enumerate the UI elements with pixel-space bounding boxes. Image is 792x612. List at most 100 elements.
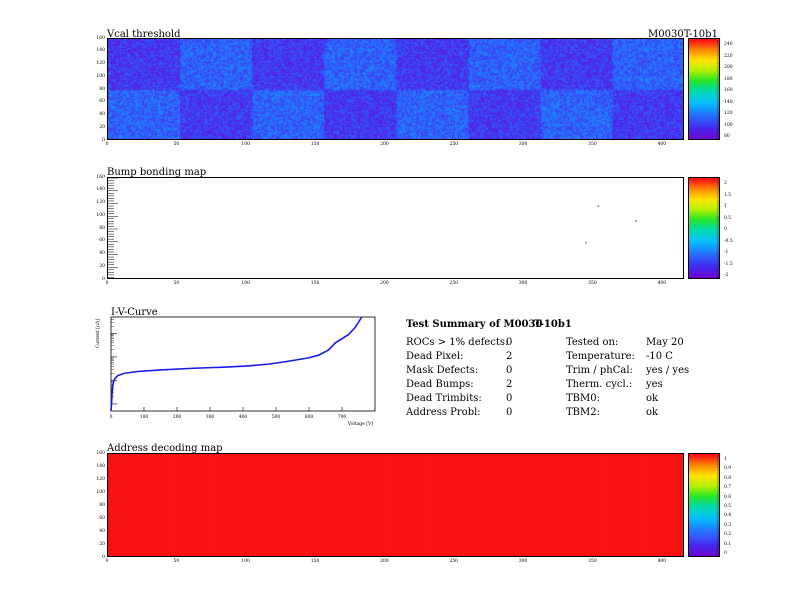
x-tick-label: 350 (588, 142, 597, 147)
x-tick-label: 100 (241, 281, 250, 286)
colorbar-tick-label: 1.5 (724, 192, 732, 198)
iv-series-line (110, 316, 363, 412)
summary-left-value: 2 (506, 351, 513, 362)
x-tick-label: 350 (588, 559, 597, 564)
y-tick-label: 0 (102, 554, 105, 560)
colorbar-tick-label: -0.5 (724, 238, 733, 244)
y-tick-label: 20 (99, 124, 105, 130)
addr-canvas (108, 454, 683, 556)
colorbar-tick-label: 0.7 (724, 485, 732, 491)
vcal-title: Vcal threshold (107, 29, 181, 40)
y-tick-label: 40 (99, 528, 105, 534)
summary-right-label: TBM0: (566, 393, 600, 404)
x-tick-label: 150 (310, 281, 320, 286)
colorbar-tick-label: 1 (724, 457, 727, 462)
x-tick-label: 150 (310, 142, 320, 147)
colorbar-tick-label: 0.9 (724, 466, 732, 472)
summary-right-value: ok (646, 407, 659, 418)
x-tick-label: 300 (518, 281, 528, 286)
x-tick-label: 200 (380, 142, 389, 147)
x-tick-label: 150 (310, 559, 320, 564)
colorbar-tick-label: 180 (724, 76, 733, 82)
y-tick-label: 80 (99, 225, 105, 231)
colorbar-tick-label: 0 (724, 227, 727, 232)
colorbar-tick-label: 220 (724, 53, 733, 59)
x-tick-label: 300 (518, 142, 528, 147)
y-tick-label: 140 (96, 187, 105, 193)
summary-left-value: 2 (506, 379, 513, 390)
x-tick-label: 0 (105, 559, 109, 564)
colorbar-tick-label: 0.3 (724, 522, 732, 528)
y-tick-label: 80 (99, 86, 105, 92)
summary-heading-left: Test Summary of M0030 (406, 319, 543, 330)
summary-right-label: Trim / phCal: (566, 365, 633, 376)
colorbar-tick-label: 120 (724, 111, 733, 116)
summary-left-value: 0 (506, 407, 513, 418)
y-tick-label: 160 (96, 174, 105, 180)
summary-right-label: Therm. cycl.: (566, 379, 633, 390)
y-tick-label: 160 (96, 35, 105, 41)
y-tick-label: 40 (99, 251, 105, 256)
x-tick-label: 300 (518, 559, 528, 564)
x-tick-label: 200 (380, 281, 389, 286)
colorbar-tick-label: 0.5 (724, 504, 732, 509)
colorbar-tick-label: 2 (724, 181, 727, 186)
summary-left-label: Address Probl: (406, 407, 481, 418)
iv-x-tick-label: 600 (305, 414, 314, 420)
iv-x-tick-label: 400 (239, 414, 248, 420)
module-id: M0030T-10b1 (648, 29, 718, 40)
y-tick-label: 120 (96, 200, 105, 205)
colorbar-tick-label: 0.5 (724, 215, 732, 221)
summary-right-value: yes / yes (646, 365, 690, 376)
y-tick-label: 40 (99, 112, 105, 117)
iv-x-tick-label: 200 (173, 414, 182, 420)
y-tick-label: 120 (96, 476, 105, 482)
bump-title: Bump bonding map (107, 167, 207, 178)
colorbar-tick-label: 100 (724, 122, 733, 128)
colorbar-tick-label: -1.5 (724, 261, 733, 267)
bump-plot-area (108, 178, 637, 278)
iv-title: I-V-Curve (111, 307, 158, 318)
colorbar-tick-label: 0.1 (724, 541, 732, 547)
y-tick-label: 60 (99, 238, 105, 244)
y-tick-label: 160 (96, 450, 105, 456)
colorbar-tick-label: -1 (724, 250, 729, 255)
x-tick-label: 200 (380, 559, 389, 564)
x-tick-label: 50 (173, 142, 180, 147)
colorbar-tick-label: 240 (724, 42, 733, 47)
addr-heatmap (107, 453, 684, 557)
iv-x-tick-label: 300 (206, 414, 215, 420)
x-tick-label: 0 (105, 142, 109, 147)
y-tick-label: 100 (96, 489, 105, 495)
iv-x-tick-label: 0 (110, 414, 113, 420)
iv-x-axis-label: Voltage [V] (347, 421, 373, 427)
x-tick-label: 400 (657, 559, 667, 564)
addr-title: Address decoding map (107, 443, 223, 454)
vcal-colorbar (688, 38, 720, 140)
colorbar-tick-label: 1 (724, 204, 727, 209)
colorbar-tick-label: 0.2 (724, 532, 732, 538)
colorbar-tick-label: 0.8 (724, 475, 732, 481)
x-tick-label: 350 (588, 281, 597, 286)
y-tick-label: 100 (96, 212, 105, 218)
summary-right-label: Temperature: (566, 351, 635, 362)
y-tick-label: 60 (99, 99, 105, 105)
summary-right-value: ok (646, 393, 659, 404)
summary-left-value: 0 (506, 337, 513, 348)
vcal-canvas (108, 39, 683, 139)
y-tick-label: 120 (96, 61, 105, 66)
summary-right-value: May 20 (646, 337, 684, 348)
summary-left-label: Dead Trimbits: (406, 393, 482, 404)
y-tick-label: 60 (99, 515, 105, 521)
y-tick-label: 140 (96, 463, 105, 469)
x-tick-label: 50 (173, 281, 180, 286)
x-tick-label: 250 (449, 281, 459, 286)
y-tick-label: 0 (102, 137, 105, 143)
dead-bump-pixel (597, 205, 600, 208)
summary-left-value: 0 (506, 393, 513, 404)
iv-x-tick-label: 100 (140, 414, 149, 420)
addr-colorbar (688, 453, 720, 557)
summary-right-label: Tested on: (566, 337, 619, 348)
summary-right-value: -10 C (646, 351, 673, 362)
